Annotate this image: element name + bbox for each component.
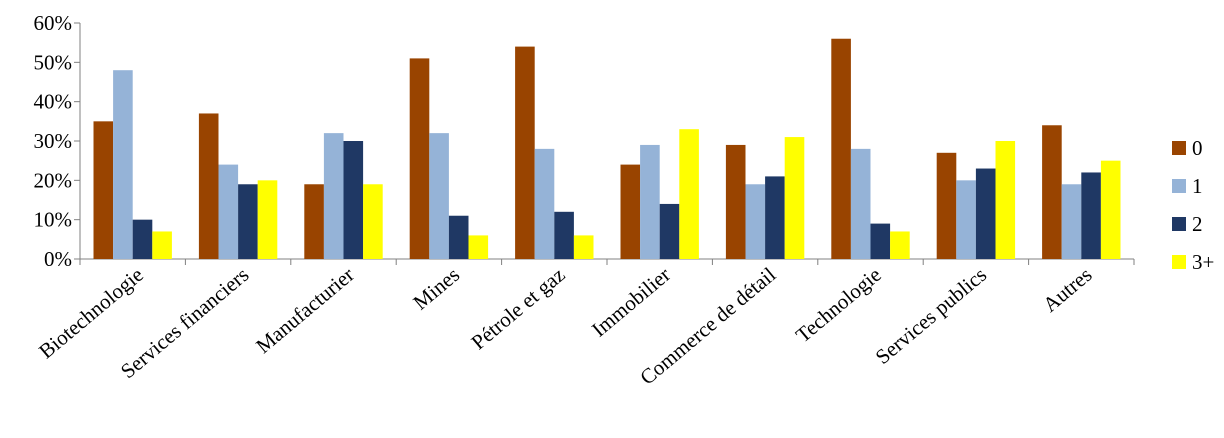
bar-2-0 [132, 219, 153, 259]
bar-1-4 [534, 148, 555, 259]
category-label: Pétrole et gaz [467, 262, 570, 354]
category-label: Technologie [791, 262, 886, 347]
category-label: Mines [408, 262, 464, 314]
category-label: Immobilier [587, 262, 675, 341]
bar-0-8 [936, 152, 957, 259]
bar-0-0 [93, 121, 114, 259]
bar-2-8 [975, 168, 996, 259]
bar-2-9 [1081, 172, 1101, 259]
bar-3+-8 [995, 141, 1016, 259]
y-tick-label: 50% [34, 50, 73, 74]
bar-0-1 [198, 113, 219, 259]
category-label: Services publics [871, 262, 991, 368]
legend-label-1: 1 [1192, 174, 1203, 198]
legend-swatch-3+ [1172, 255, 1186, 269]
legend-swatch-2 [1172, 217, 1186, 231]
legend: 0 1 2 3+ [1172, 136, 1214, 274]
bar-3+-5 [679, 129, 699, 259]
bar-0-2 [304, 184, 324, 259]
bar-3+-2 [363, 184, 383, 259]
bar-1-6 [745, 184, 766, 259]
bar-0-3 [409, 58, 430, 260]
bar-3+-7 [890, 231, 910, 259]
y-tick-label: 60% [34, 11, 73, 35]
bar-1-7 [850, 148, 871, 259]
bar-1-0 [113, 70, 133, 259]
bars [93, 38, 1121, 260]
bar-3+-6 [784, 137, 805, 259]
bar-3+-4 [573, 235, 594, 259]
legend-swatch-0 [1172, 141, 1186, 155]
bar-1-1 [218, 164, 239, 259]
bar-0-7 [831, 38, 851, 259]
bar-3+-9 [1100, 160, 1121, 259]
category-label: Autres [1038, 262, 1096, 316]
legend-swatch-1 [1172, 179, 1186, 193]
bar-2-6 [765, 176, 785, 259]
y-tick-label: 20% [34, 168, 73, 192]
bar-1-9 [1061, 184, 1082, 259]
bar-2-1 [238, 184, 258, 259]
bar-2-7 [870, 223, 891, 259]
category-label: Biotechnologie [34, 262, 148, 363]
y-tick-label: 40% [34, 90, 73, 114]
bar-2-2 [343, 141, 364, 259]
legend-label-2: 2 [1192, 212, 1203, 236]
bar-1-5 [640, 144, 660, 259]
bar-2-5 [659, 203, 680, 259]
bar-0-6 [725, 144, 746, 259]
bar-3+-0 [152, 231, 172, 259]
legend-label-0: 0 [1192, 136, 1203, 160]
bar-0-9 [1042, 125, 1062, 260]
y-tick-label: 10% [34, 208, 73, 232]
bar-0-5 [620, 164, 641, 259]
category-label: Manufacturier [251, 262, 358, 358]
bar-3+-3 [468, 235, 489, 259]
y-tick-label: 30% [34, 129, 73, 153]
bar-0-4 [515, 46, 535, 259]
bar-2-4 [554, 211, 574, 259]
bar-1-3 [429, 133, 449, 259]
y-tick-label: 0% [44, 247, 72, 271]
bar-1-2 [323, 133, 344, 259]
legend-label-3+: 3+ [1192, 250, 1214, 274]
axes: 0% 10% 20% 30% 40% 50% 60% [34, 11, 1135, 271]
bar-2-3 [448, 215, 469, 259]
bar-3+-1 [257, 180, 278, 259]
bar-1-8 [956, 180, 976, 259]
